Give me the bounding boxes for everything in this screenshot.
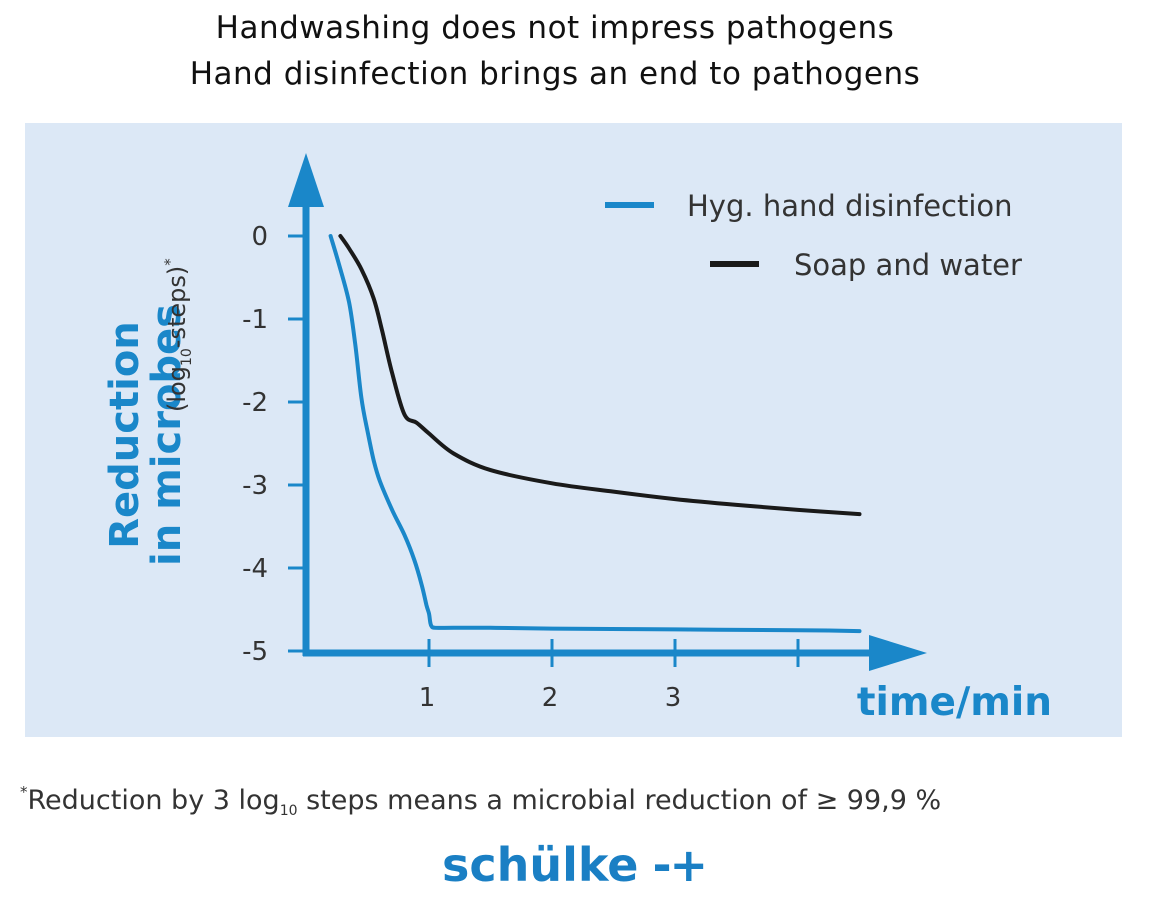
y-tick-label: -2: [242, 388, 268, 418]
y-axis-units-sub: 10: [179, 348, 195, 366]
footnote: *Reduction by 3 log10 steps means a micr…: [20, 783, 941, 819]
footnote-text-after: steps means a microbial reduction of ≥ 9…: [297, 785, 942, 816]
y-axis-units-mark: *: [161, 258, 179, 266]
brand-name: schülke: [442, 838, 639, 892]
chart-panel: 0 -1 -2 -3 -4 -5 1 2 3 Hyg. hand disinfection Soa…: [25, 123, 1122, 737]
y-tick-label: -3: [242, 471, 268, 501]
x-tick-label: 3: [665, 683, 682, 713]
x-tick-label: 2: [542, 683, 559, 713]
y-axis-units-suffix: -steps): [163, 266, 191, 348]
y-tick-label: -4: [242, 554, 268, 584]
brand-cross-icon: -+: [652, 838, 708, 892]
legend-label: Soap and water: [794, 248, 1022, 282]
footnote-text-before: Reduction by 3 log: [27, 785, 280, 816]
chart-svg: 0 -1 -2 -3 -4 -5 1 2 3 Hyg. hand disinfection Soa…: [102, 153, 1052, 725]
x-axis-label: time/min: [857, 680, 1052, 725]
y-axis-label-line1: Reduction: [102, 321, 148, 549]
x-tick-label: 1: [419, 683, 436, 713]
y-axis-units-prefix: (log: [163, 366, 191, 412]
y-tick-label: 0: [251, 222, 268, 252]
x-axis-arrowhead: [869, 635, 927, 671]
brand-logo: schülke -+: [442, 838, 708, 892]
y-axis-arrowhead: [288, 153, 324, 207]
y-axis-units: (log10-steps)*: [161, 258, 195, 412]
footnote-mark: *: [20, 783, 28, 801]
legend-label: Hyg. hand disinfection: [687, 189, 1013, 223]
chart-subtitle: Hand disinfection brings an end to patho…: [189, 56, 921, 92]
series-line-hand-disinfection: [328, 234, 862, 634]
series-line-soap-and-water: [338, 234, 862, 517]
y-tick-label: -1: [242, 305, 268, 335]
chart-title: Handwashing does not impress pathogens: [215, 10, 895, 46]
footnote-subscript: 10: [279, 803, 298, 819]
y-tick-label: -5: [242, 637, 268, 667]
y-axis-label-line2: in microbes: [144, 304, 190, 566]
